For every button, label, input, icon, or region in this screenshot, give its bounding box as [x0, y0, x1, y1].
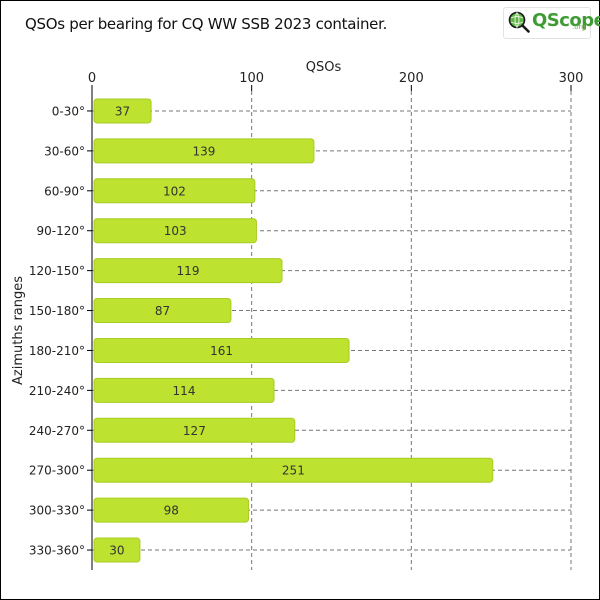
bar-value-label: 37	[115, 104, 130, 118]
bar	[93, 138, 315, 164]
y-category-label: 90-120°	[36, 224, 85, 238]
y-category-label: 150-180°	[29, 304, 85, 318]
qscope-logo[interactable]: QScope .org	[503, 7, 600, 39]
logo-suffix-text: .org	[572, 23, 586, 31]
x-tick-label: 0	[88, 71, 96, 86]
bar	[93, 98, 152, 124]
y-category-label: 120-150°	[29, 264, 85, 278]
y-category-label: 210-240°	[29, 384, 85, 398]
y-category-label: 330-360°	[29, 544, 85, 558]
y-category-label: 0-30°	[52, 104, 85, 118]
bar-value-label: 251	[282, 464, 305, 478]
bar	[93, 178, 256, 204]
x-tick-label: 100	[239, 71, 264, 86]
bar-value-label: 30	[109, 544, 124, 558]
bar-value-label: 98	[164, 504, 179, 518]
bar	[93, 377, 275, 403]
y-category-label: 30-60°	[44, 144, 85, 158]
bar	[93, 337, 350, 363]
bar-value-label: 114	[173, 384, 196, 398]
bar-value-label: 139	[193, 144, 216, 158]
bars-layer: 37 139 102 103 119 87 161 114 127 251 98 30	[93, 98, 494, 563]
bar-value-label: 87	[155, 304, 170, 318]
y-axis-title: Azimuths ranges	[11, 276, 26, 385]
axis-layer: 0 100 200 300 0-30° 30-60° 60-90° 90-120° 120-15…	[29, 71, 584, 570]
y-category-label: 300-330°	[29, 504, 85, 518]
y-category-label: 240-270°	[29, 424, 85, 438]
bar	[93, 298, 232, 324]
x-axis-title: QSOs	[306, 60, 342, 75]
x-tick-label: 300	[559, 71, 584, 86]
logo-brand-text: QScope	[532, 10, 600, 31]
bar	[93, 497, 249, 523]
bar-value-label: 119	[177, 264, 200, 278]
y-category-label: 270-300°	[29, 464, 85, 478]
chart-title: QSOs per bearing for CQ WW SSB 2023 cont…	[25, 15, 388, 33]
bar	[93, 417, 296, 443]
magnifier-globe-icon	[508, 11, 530, 33]
bar-value-label: 127	[183, 424, 206, 438]
bar	[93, 457, 494, 483]
bar-value-label: 103	[164, 224, 187, 238]
bar-value-label: 161	[210, 344, 233, 358]
bar-value-label: 102	[163, 184, 186, 198]
bar	[93, 258, 283, 284]
y-category-label: 60-90°	[44, 184, 85, 198]
bar	[93, 537, 141, 563]
bar	[93, 218, 257, 244]
y-category-label: 180-210°	[29, 344, 85, 358]
x-tick-label: 200	[399, 71, 424, 86]
